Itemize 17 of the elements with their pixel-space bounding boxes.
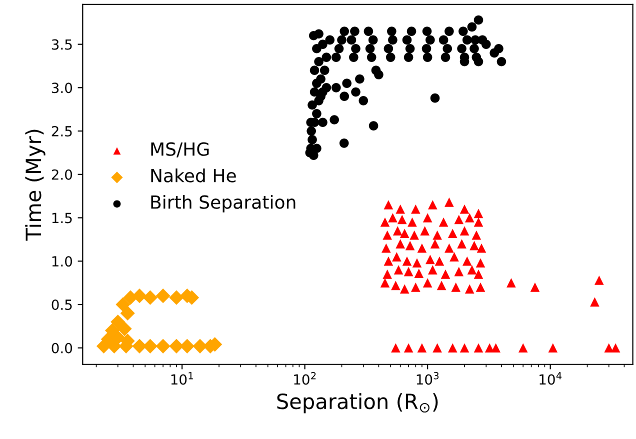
y-tick-label: 1.0 — [52, 256, 72, 267]
legend-label: Naked He — [151, 168, 236, 182]
y-tick-label: 3.0 — [52, 82, 72, 94]
y-tick-label: 2.5 — [52, 126, 72, 137]
x-tick-label: 10$^{4}$ — [540, 372, 562, 385]
x-tick-label: 10$^{3}$ — [416, 372, 439, 385]
y-tick-label: 2.0 — [52, 169, 72, 180]
legend-label: MS/HG — [151, 142, 209, 158]
y-tick-label: 0.0 — [52, 342, 72, 354]
x-tick-label: 10$^{2}$ — [294, 372, 316, 385]
x-axis-title: Separation (R$_{⊙}$) — [277, 393, 438, 414]
x-tick-label: 10$^{1}$ — [171, 372, 193, 385]
y-axis-title: Time (Myr) — [25, 130, 46, 241]
y-tick-label: 1.5 — [52, 212, 72, 224]
legend-label: Birth Separation — [151, 194, 296, 212]
y-tick-label: 0.5 — [52, 299, 72, 310]
y-tick-label: 3.5 — [52, 39, 72, 50]
